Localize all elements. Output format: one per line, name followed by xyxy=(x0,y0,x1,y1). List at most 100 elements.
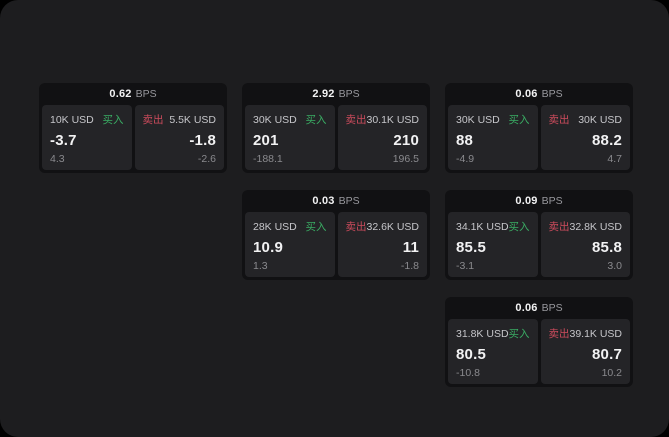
buy-label-row: 30K USD 买入 xyxy=(456,112,530,127)
buy-price: 88 xyxy=(456,131,474,149)
buy-amount: 10K USD xyxy=(50,113,94,126)
buy-change: 1.3 xyxy=(253,260,268,272)
sell-amount: 5.5K USD xyxy=(169,113,216,126)
bps-header: 0.06 BPS xyxy=(445,297,633,319)
sell-price: -1.8 xyxy=(189,131,216,149)
quote-body: 30K USD 买入 88 -4.9 卖出 30K USD 88.2 4.7 xyxy=(445,105,633,173)
sell-price: 210 xyxy=(393,131,419,149)
sell-price: 85.8 xyxy=(592,238,622,256)
buy-side-label: 买入 xyxy=(305,221,327,233)
sell-change: 196.5 xyxy=(392,153,419,165)
buy-panel[interactable]: 30K USD 买入 88 -4.9 xyxy=(448,105,538,170)
sell-side-label: 卖出 xyxy=(345,114,367,126)
bps-unit: BPS xyxy=(338,88,360,100)
sell-label-row: 卖出 32.6K USD xyxy=(346,219,420,234)
sell-label-row: 卖出 32.8K USD xyxy=(549,219,623,234)
sell-side-label: 卖出 xyxy=(345,221,367,233)
sell-label-row: 卖出 39.1K USD xyxy=(549,326,623,341)
buy-change: 4.3 xyxy=(50,153,65,165)
quote-card: 2.92 BPS 30K USD 买入 201 -188.1 卖出 30.1K … xyxy=(242,83,430,173)
sell-side-label: 卖出 xyxy=(548,328,570,340)
buy-price: 80.5 xyxy=(456,345,486,363)
bps-unit: BPS xyxy=(135,88,157,100)
bps-unit: BPS xyxy=(541,88,563,100)
buy-price: -3.7 xyxy=(50,131,77,149)
quote-body: 34.1K USD 买入 85.5 -3.1 卖出 32.8K USD 85.8… xyxy=(445,212,633,280)
buy-label-row: 31.8K USD 买入 xyxy=(456,326,530,341)
sell-amount: 30.1K USD xyxy=(366,113,420,126)
bps-value: 0.62 xyxy=(109,88,132,100)
buy-label-row: 10K USD 买入 xyxy=(50,112,124,127)
sell-amount: 39.1K USD xyxy=(569,327,623,340)
sell-label-row: 卖出 30K USD xyxy=(549,112,623,127)
bps-value: 0.03 xyxy=(312,195,335,207)
sell-amount: 32.8K USD xyxy=(569,220,623,233)
buy-label-row: 34.1K USD 买入 xyxy=(456,219,530,234)
sell-change: 3.0 xyxy=(607,260,622,272)
bps-unit: BPS xyxy=(541,302,563,314)
sell-change: -2.6 xyxy=(197,153,216,165)
bps-header: 2.92 BPS xyxy=(242,83,430,105)
bps-value: 0.06 xyxy=(515,302,538,314)
buy-amount: 30K USD xyxy=(253,113,297,126)
sell-panel[interactable]: 卖出 39.1K USD 80.7 10.2 xyxy=(540,319,630,384)
buy-change: -4.9 xyxy=(456,153,475,165)
buy-change: -10.8 xyxy=(456,367,480,379)
buy-side-label: 买入 xyxy=(508,221,530,233)
buy-price: 85.5 xyxy=(456,238,486,256)
sell-label-row: 卖出 30.1K USD xyxy=(346,112,420,127)
buy-side-label: 买入 xyxy=(508,328,530,340)
sell-amount: 32.6K USD xyxy=(366,220,420,233)
bps-unit: BPS xyxy=(338,195,360,207)
buy-price: 201 xyxy=(253,131,279,149)
bps-value: 0.09 xyxy=(515,195,538,207)
buy-amount: 30K USD xyxy=(456,113,500,126)
buy-amount: 28K USD xyxy=(253,220,297,233)
quote-card: 0.03 BPS 28K USD 买入 10.9 1.3 卖出 32.6K US… xyxy=(242,190,430,280)
sell-panel[interactable]: 卖出 32.8K USD 85.8 3.0 xyxy=(540,212,630,277)
sell-amount: 30K USD xyxy=(578,113,622,126)
sell-panel[interactable]: 卖出 32.6K USD 11 -1.8 xyxy=(337,212,427,277)
buy-panel[interactable]: 30K USD 买入 201 -188.1 xyxy=(245,105,335,170)
sell-price: 11 xyxy=(402,238,419,256)
quote-card: 0.06 BPS 30K USD 买入 88 -4.9 卖出 30K USD 8… xyxy=(445,83,633,173)
buy-side-label: 买入 xyxy=(508,114,530,126)
quote-body: 10K USD 买入 -3.7 4.3 卖出 5.5K USD -1.8 -2.… xyxy=(39,105,227,173)
buy-amount: 31.8K USD xyxy=(456,327,509,340)
bps-header: 0.06 BPS xyxy=(445,83,633,105)
buy-amount: 34.1K USD xyxy=(456,220,509,233)
buy-panel[interactable]: 28K USD 买入 10.9 1.3 xyxy=(245,212,335,277)
buy-price: 10.9 xyxy=(253,238,283,256)
buy-change: -188.1 xyxy=(253,153,283,165)
sell-price: 88.2 xyxy=(592,131,622,149)
buy-panel[interactable]: 34.1K USD 买入 85.5 -3.1 xyxy=(448,212,538,277)
bps-value: 0.06 xyxy=(515,88,538,100)
quote-card: 0.62 BPS 10K USD 买入 -3.7 4.3 卖出 5.5K USD… xyxy=(39,83,227,173)
quote-body: 31.8K USD 买入 80.5 -10.8 卖出 39.1K USD 80.… xyxy=(445,319,633,387)
bps-header: 0.09 BPS xyxy=(445,190,633,212)
quote-card: 0.09 BPS 34.1K USD 买入 85.5 -3.1 卖出 32.8K… xyxy=(445,190,633,280)
sell-label-row: 卖出 5.5K USD xyxy=(143,112,217,127)
sell-change: 4.7 xyxy=(607,153,622,165)
sell-change: -1.8 xyxy=(400,260,419,272)
bps-header: 0.62 BPS xyxy=(39,83,227,105)
sell-panel[interactable]: 卖出 30K USD 88.2 4.7 xyxy=(540,105,630,170)
buy-panel[interactable]: 10K USD 买入 -3.7 4.3 xyxy=(42,105,132,170)
sell-panel[interactable]: 卖出 5.5K USD -1.8 -2.6 xyxy=(134,105,224,170)
sell-price: 80.7 xyxy=(592,345,622,363)
buy-change: -3.1 xyxy=(456,260,475,272)
sell-side-label: 卖出 xyxy=(548,221,570,233)
sell-change: 10.2 xyxy=(601,367,622,379)
sell-panel[interactable]: 卖出 30.1K USD 210 196.5 xyxy=(337,105,427,170)
sell-side-label: 卖出 xyxy=(142,114,164,126)
buy-side-label: 买入 xyxy=(102,114,124,126)
buy-panel[interactable]: 31.8K USD 买入 80.5 -10.8 xyxy=(448,319,538,384)
buy-side-label: 买入 xyxy=(305,114,327,126)
quote-body: 28K USD 买入 10.9 1.3 卖出 32.6K USD 11 -1.8 xyxy=(242,212,430,280)
quote-body: 30K USD 买入 201 -188.1 卖出 30.1K USD 210 1… xyxy=(242,105,430,173)
bps-unit: BPS xyxy=(541,195,563,207)
buy-label-row: 30K USD 买入 xyxy=(253,112,327,127)
quote-card: 0.06 BPS 31.8K USD 买入 80.5 -10.8 卖出 39.1… xyxy=(445,297,633,387)
sell-side-label: 卖出 xyxy=(548,114,570,126)
